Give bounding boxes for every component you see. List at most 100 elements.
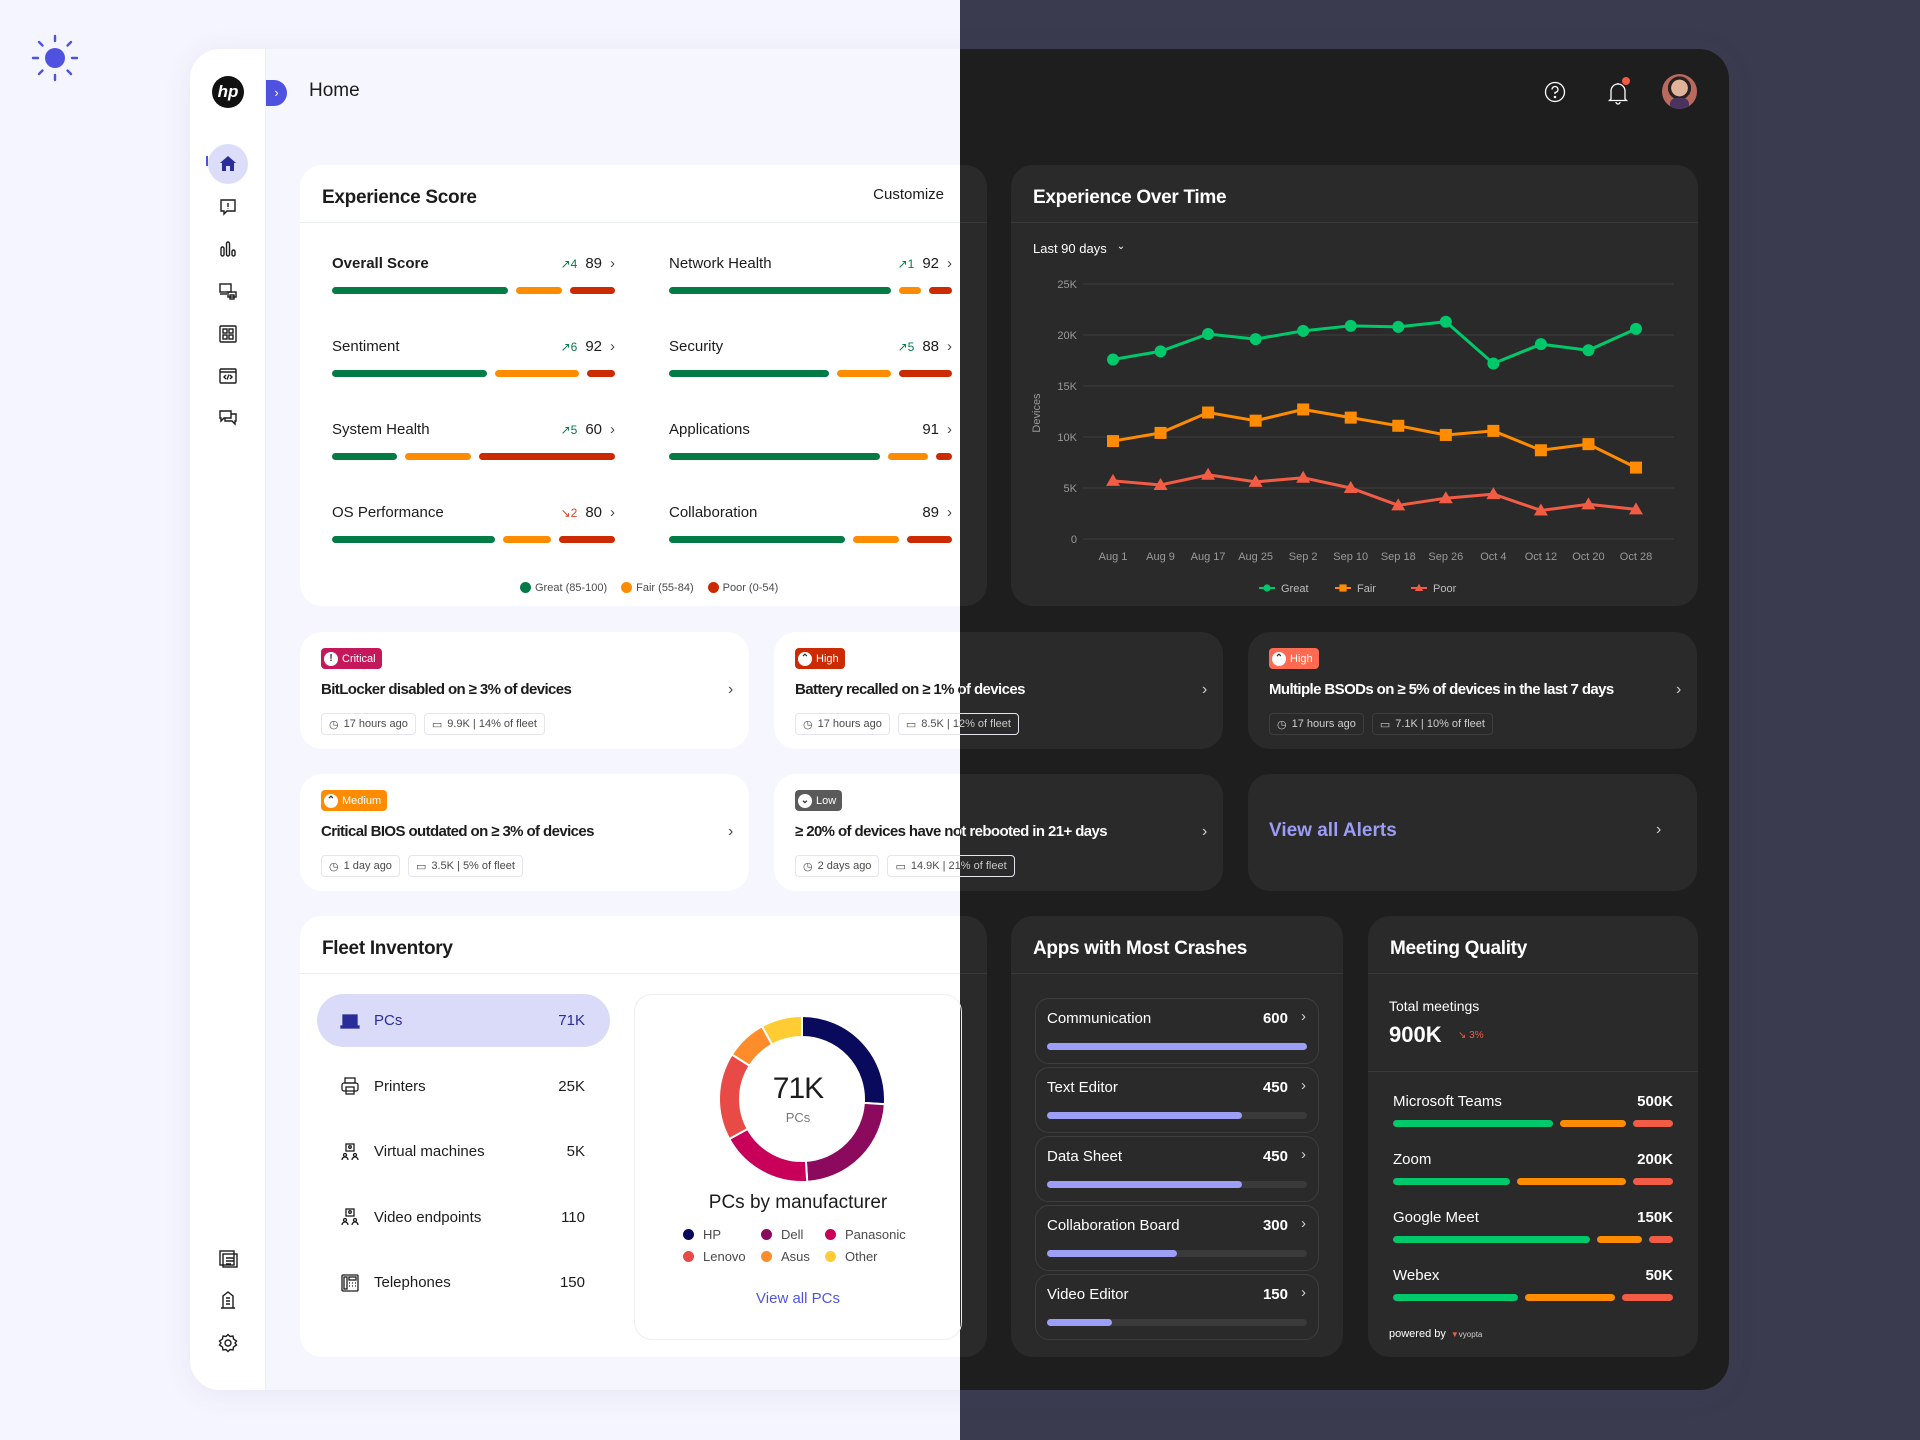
fleet-item[interactable]: Virtual machines 5K (317, 1125, 610, 1178)
data-point-fair (1344, 411, 1357, 424)
app-crash-item[interactable]: Video Editor 150 › (1035, 1274, 1319, 1340)
bell-icon[interactable] (1607, 77, 1630, 110)
meeting-app-value: 200K (1637, 1151, 1673, 1168)
crash-bar-track (1047, 1181, 1307, 1188)
nav-home-icon[interactable] (208, 144, 248, 184)
nav-scripts-icon[interactable] (208, 356, 248, 396)
donut-unit: PCs (635, 1110, 961, 1125)
nav-analytics-icon[interactable] (208, 229, 248, 269)
alert-card[interactable]: ⌃ Medium Critical BIOS outdated on ≥ 3% o… (300, 774, 749, 891)
user-avatar[interactable] (1662, 74, 1697, 109)
legend-marker (1263, 584, 1271, 592)
view-all-alerts-link[interactable]: View all Alerts (1269, 820, 1397, 841)
nav-reports-icon[interactable] (208, 1239, 248, 1279)
score-delta: ↗4 (560, 256, 578, 271)
meeting-app-row[interactable]: Google Meet 150K (1393, 1209, 1673, 1243)
score-value: 92 (585, 338, 602, 355)
score-row[interactable]: Overall Score ↗4 89 › (332, 255, 616, 295)
clock-icon: ◷ (803, 860, 813, 873)
x-tick-label: Sep 2 (1289, 551, 1318, 563)
hp-logo[interactable]: hp (212, 76, 244, 108)
app-crash-item[interactable]: Communication 600 › (1035, 998, 1319, 1064)
alert-devices: ▭ 9.9K | 14% of fleet (423, 713, 545, 735)
customize-button[interactable]: Customize (873, 186, 944, 203)
great-segment (669, 536, 846, 543)
score-row[interactable]: Applications 91 › (669, 421, 952, 461)
meeting-app-row[interactable]: Microsoft Teams 500K (1393, 1093, 1673, 1127)
app-crash-item[interactable]: Data Sheet 450 › (1035, 1136, 1319, 1202)
score-label: Security (669, 338, 724, 355)
alert-card[interactable]: ! Critical BitLocker disabled on ≥ 3% of … (300, 632, 749, 749)
app-crash-item[interactable]: Collaboration Board 300 › (1035, 1205, 1319, 1271)
chevron-right-icon: › (610, 338, 615, 355)
alert-card[interactable]: ⌄ Low ≥ 20% of devices have not rebooted … (774, 774, 1223, 891)
fair-segment (853, 536, 899, 543)
chevron-right-icon: › (1301, 1215, 1306, 1232)
score-bar (669, 370, 953, 377)
view-all-pcs-link[interactable]: View all PCs (635, 1290, 961, 1307)
view-all-alerts-card[interactable]: View all Alerts › (1248, 774, 1697, 891)
fair-segment (1517, 1178, 1627, 1185)
donut-slice-panasonic[interactable] (727, 1127, 809, 1183)
score-row[interactable]: OS Performance ↘2 80 › (332, 504, 615, 544)
score-row[interactable]: Sentiment ↗6 92 › (332, 338, 615, 378)
meeting-app-row[interactable]: Webex 50K (1393, 1267, 1673, 1301)
app-name: Text Editor (1047, 1079, 1118, 1096)
legend-dell: Dell (761, 1227, 825, 1242)
data-point-poor (1581, 497, 1596, 510)
moon-icon[interactable] (1840, 33, 1880, 78)
score-row[interactable]: Collaboration 89 › (669, 504, 953, 544)
nav-settings-icon[interactable] (208, 1323, 248, 1363)
chevron-right-icon: › (1676, 681, 1682, 698)
great-segment (1393, 1294, 1519, 1301)
alert-card[interactable]: ⌃ High Multiple BSODs on ≥ 5% of devices … (1248, 632, 1697, 749)
poor-segment (1649, 1236, 1673, 1243)
fleet-item[interactable]: Telephones 150 (317, 1256, 610, 1309)
line-chart: 0 5K 10K 15K 20K 25K Aug 1 Aug 9 Aug 17 Aug 25 Sep… (1031, 279, 1674, 595)
poor-segment (569, 287, 616, 294)
donut-slice-other[interactable] (760, 1014, 803, 1047)
score-bar (669, 536, 953, 543)
data-point-fair (1439, 428, 1452, 441)
sun-icon[interactable] (30, 33, 80, 88)
app-name: Video Editor (1047, 1286, 1129, 1303)
fair-segment (1525, 1294, 1616, 1301)
nav-alerts-icon[interactable] (208, 187, 248, 227)
nav-feedback-icon[interactable] (208, 398, 248, 438)
x-tick-label: Oct 28 (1620, 551, 1652, 563)
data-point-great (1202, 327, 1215, 340)
meeting-app-row[interactable]: Zoom 200K (1393, 1151, 1674, 1185)
help-circle-icon[interactable] (1544, 81, 1566, 108)
score-row[interactable]: Security ↗5 88 › (669, 338, 953, 378)
nav-apps-icon[interactable] (208, 314, 248, 354)
data-point-poor (1438, 491, 1453, 504)
data-point-fair (1297, 403, 1310, 416)
fair-segment (405, 453, 471, 460)
range-dropdown[interactable]: Last 90 days ⌄ (1033, 241, 1126, 256)
fleet-item[interactable]: PCs 71K (317, 994, 610, 1047)
score-value: 89 (922, 504, 939, 521)
severity-icon: ⌃ (1272, 651, 1286, 666)
sidebar-toggle-button[interactable]: › (266, 80, 287, 106)
fleet-item[interactable]: Video endpoints 110 (317, 1191, 610, 1244)
chevron-right-icon: › (1301, 1008, 1306, 1025)
alert-time: ◷ 17 hours ago (795, 713, 890, 735)
chevron-right-icon: › (1656, 821, 1662, 838)
nav-organization-icon[interactable] (208, 1280, 248, 1320)
score-value: 88 (922, 338, 939, 355)
app-name: Communication (1047, 1010, 1152, 1027)
experience-score-card: Experience Score Customize Overall Score… (300, 165, 987, 606)
score-row[interactable]: Network Health ↗1 92 › (669, 255, 952, 295)
score-label: OS Performance (332, 504, 444, 521)
fleet-item-label: Telephones (374, 1274, 451, 1291)
powered-by: powered by ▼vyopta (1389, 1328, 1483, 1340)
great-segment (669, 370, 830, 377)
clock-icon: ◷ (329, 718, 339, 731)
app-crash-item[interactable]: Text Editor 450 › (1035, 1067, 1319, 1133)
score-legend: Great (85-100) Fair (55-84) Poor (0-54) (520, 582, 778, 594)
score-row[interactable]: System Health ↗5 60 › (332, 421, 615, 461)
alert-card[interactable]: ⌃ High Battery recalled on ≥ 1% of device… (774, 632, 1223, 749)
nav-devices-icon[interactable] (208, 271, 248, 311)
y-tick-label: 0 (1071, 534, 1077, 546)
fleet-item[interactable]: Printers 25K (317, 1060, 610, 1113)
